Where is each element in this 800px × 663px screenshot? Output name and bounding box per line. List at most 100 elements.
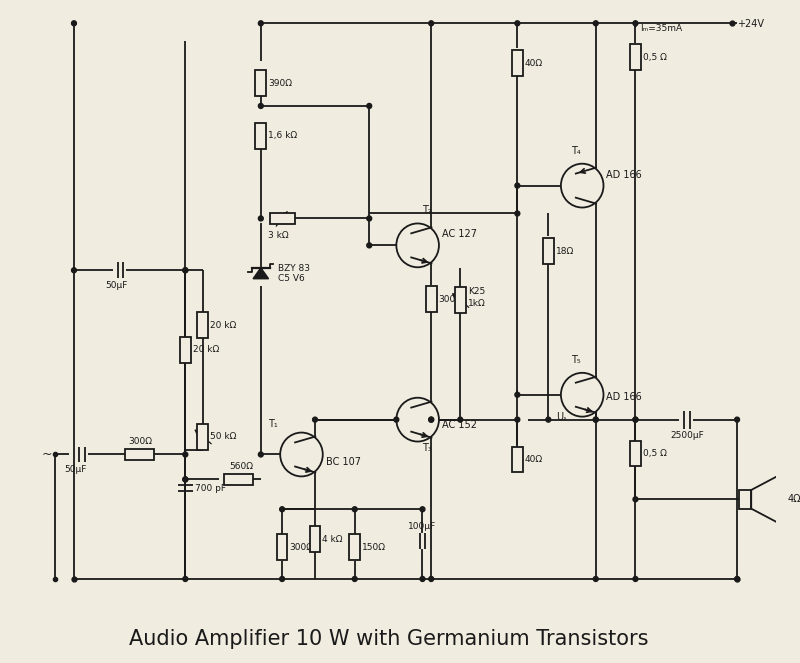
Circle shape <box>71 21 77 26</box>
Circle shape <box>633 497 638 502</box>
Circle shape <box>429 417 434 422</box>
Bar <box>630 440 641 467</box>
Circle shape <box>594 576 598 581</box>
Text: AC 152: AC 152 <box>442 420 477 430</box>
Text: Uₛ: Uₛ <box>556 412 567 422</box>
Bar <box>255 123 266 149</box>
Circle shape <box>352 576 357 581</box>
Bar <box>270 213 294 224</box>
Circle shape <box>515 21 520 26</box>
Bar <box>198 424 208 450</box>
Text: 1kΩ: 1kΩ <box>468 298 486 308</box>
Circle shape <box>633 21 638 26</box>
Text: 40Ω: 40Ω <box>525 455 542 464</box>
Text: AC 127: AC 127 <box>442 229 477 239</box>
Circle shape <box>780 576 785 581</box>
Bar <box>224 474 253 485</box>
Circle shape <box>594 417 598 422</box>
Bar <box>126 449 154 460</box>
Circle shape <box>458 417 462 422</box>
Bar <box>310 526 320 552</box>
Text: 40Ω: 40Ω <box>525 58 542 68</box>
Bar <box>739 490 751 509</box>
Text: 50µF: 50µF <box>65 465 87 475</box>
Circle shape <box>183 477 188 482</box>
Circle shape <box>515 417 520 422</box>
Text: 50 kΩ: 50 kΩ <box>210 432 236 441</box>
Circle shape <box>420 576 425 581</box>
Bar <box>180 337 190 363</box>
Circle shape <box>396 223 439 267</box>
Circle shape <box>183 576 188 581</box>
Circle shape <box>258 216 263 221</box>
Circle shape <box>594 417 598 422</box>
Text: Audio Amplifier 10 W with Germanium Transistors: Audio Amplifier 10 W with Germanium Tran… <box>129 629 648 648</box>
Bar <box>426 286 437 312</box>
Bar <box>455 287 466 313</box>
Text: 560Ω: 560Ω <box>229 462 253 471</box>
Text: 0,5 Ω: 0,5 Ω <box>642 449 666 458</box>
Text: 2500µF: 2500µF <box>670 430 704 440</box>
Bar <box>512 50 522 76</box>
Circle shape <box>258 21 263 26</box>
Text: AD 166: AD 166 <box>606 170 642 180</box>
Circle shape <box>515 211 520 216</box>
Circle shape <box>546 417 550 422</box>
Circle shape <box>396 398 439 442</box>
Circle shape <box>633 417 638 422</box>
Text: 0,5 Ω: 0,5 Ω <box>642 52 666 62</box>
Circle shape <box>515 392 520 397</box>
Circle shape <box>561 164 603 208</box>
Text: T₁: T₁ <box>267 418 278 428</box>
Text: T₅: T₅ <box>570 355 580 365</box>
Text: T₃: T₃ <box>422 444 432 453</box>
Circle shape <box>734 417 739 422</box>
Circle shape <box>352 507 357 512</box>
Text: BC 107: BC 107 <box>326 457 361 467</box>
Circle shape <box>367 216 372 221</box>
Text: 300Ω: 300Ω <box>290 542 314 552</box>
Circle shape <box>258 103 263 109</box>
Text: 300Ω: 300Ω <box>438 294 462 304</box>
Polygon shape <box>253 268 269 278</box>
Circle shape <box>429 576 434 581</box>
Bar <box>255 70 266 96</box>
Circle shape <box>258 452 263 457</box>
Circle shape <box>183 268 188 272</box>
Text: T₂: T₂ <box>422 206 432 215</box>
Bar <box>198 312 208 338</box>
Text: ~: ~ <box>42 448 52 461</box>
Text: Iₘ=35mA: Iₘ=35mA <box>640 24 682 32</box>
Circle shape <box>280 432 322 477</box>
Circle shape <box>367 103 372 109</box>
Text: 20 kΩ: 20 kΩ <box>193 345 219 355</box>
Circle shape <box>367 243 372 248</box>
Circle shape <box>71 268 77 272</box>
Circle shape <box>280 507 285 512</box>
Text: 18Ω: 18Ω <box>555 247 574 256</box>
Circle shape <box>313 417 318 422</box>
Text: 20 kΩ: 20 kΩ <box>210 320 236 330</box>
Text: +24V: +24V <box>737 19 764 29</box>
Circle shape <box>633 576 638 581</box>
Circle shape <box>280 576 285 581</box>
Text: AD 166: AD 166 <box>606 392 642 402</box>
Circle shape <box>420 507 425 512</box>
Text: 3 kΩ: 3 kΩ <box>268 231 289 241</box>
Circle shape <box>429 21 434 26</box>
Text: 50µF: 50µF <box>106 281 128 290</box>
Circle shape <box>183 268 188 272</box>
Text: 1,6 kΩ: 1,6 kΩ <box>268 131 298 141</box>
Circle shape <box>515 183 520 188</box>
Text: 100µF: 100µF <box>409 522 437 531</box>
Circle shape <box>183 477 188 482</box>
Text: 4 kΩ: 4 kΩ <box>322 534 342 544</box>
Text: 300Ω: 300Ω <box>128 436 152 446</box>
Circle shape <box>183 452 188 457</box>
Circle shape <box>561 373 603 416</box>
Text: 150Ω: 150Ω <box>362 542 386 552</box>
Bar <box>512 446 522 473</box>
Text: T₄: T₄ <box>570 146 580 156</box>
Bar <box>350 534 360 560</box>
Bar <box>543 239 554 265</box>
